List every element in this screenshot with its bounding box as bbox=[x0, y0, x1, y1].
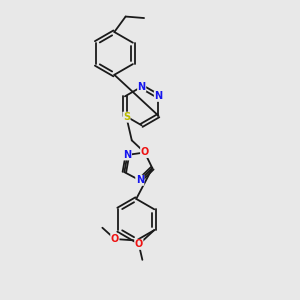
Text: O: O bbox=[135, 239, 143, 249]
Text: N: N bbox=[154, 92, 163, 101]
Text: N: N bbox=[123, 150, 131, 160]
Text: N: N bbox=[138, 82, 146, 92]
Text: O: O bbox=[111, 234, 119, 244]
Text: O: O bbox=[141, 148, 149, 158]
Text: S: S bbox=[123, 112, 130, 122]
Text: N: N bbox=[136, 175, 144, 185]
